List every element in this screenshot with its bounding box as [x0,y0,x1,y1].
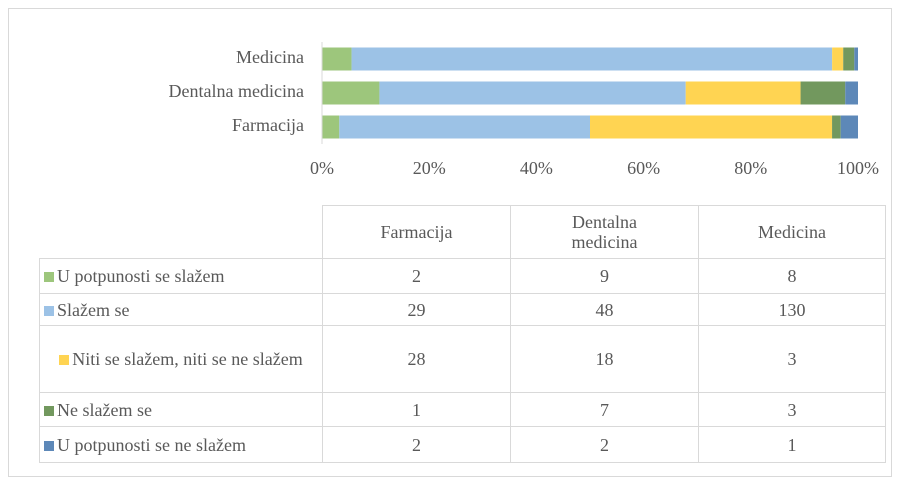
value-cell: 2 [322,258,511,294]
bar-segment [843,47,855,71]
legend-label: Slažem se [57,299,130,320]
bar-segment [832,115,841,139]
bar-segment [832,47,844,71]
series-row: Niti se slažem, niti se ne slažem 28 18 3 [39,325,886,393]
bar-segment [800,81,846,105]
data-table: Farmacija Dentalna medicina Medicina U potp… [39,205,886,463]
legend-label: U potpunosti se slažem [57,266,225,286]
legend-label: U potpunosti se ne slažem [57,434,246,455]
bar-segment [322,115,340,139]
value-cell: 2 [510,426,699,463]
bar-segment [845,81,858,105]
blank-cell [39,205,323,259]
category-label: Dentalna medicina [169,81,304,101]
bar-segment [379,81,686,105]
series-row: U potpunosti se slažem 2 9 8 [39,258,886,294]
value-cell: 1 [698,426,886,463]
legend-cell: U potpunosti se slažem [39,258,323,294]
bar-segment [685,81,801,105]
header-row: Farmacija Dentalna medicina Medicina [39,205,886,259]
value-cell: 3 [698,325,886,393]
x-tick-label: 20% [413,158,446,178]
legend-swatch [44,405,54,416]
x-tick-label: 0% [310,158,334,178]
category-label: Farmacija [232,115,304,135]
x-tick-label: 100% [837,158,879,178]
value-cell: 8 [698,258,886,294]
bar-segment [322,81,380,105]
value-cell: 28 [322,325,511,393]
legend-cell: Ne slažem se [39,392,323,427]
column-header: Dentalna medicina [510,205,699,259]
value-cell: 9 [510,258,699,294]
legend-swatch [44,440,54,451]
legend-cell: Slažem se [39,293,323,326]
value-cell: 3 [698,392,886,427]
column-header: Medicina [698,205,886,259]
column-header: Farmacija [322,205,511,259]
value-cell: 2 [322,426,511,463]
legend-label: Niti se slažem, niti se ne slažem [72,349,303,369]
value-cell: 130 [698,293,886,326]
series-row: Ne slažem se 1 7 3 [39,392,886,427]
bar-segment [351,47,833,71]
category-label: Medicina [236,47,304,67]
bar-segment [590,115,833,139]
series-row: Slažem se 29 48 130 [39,293,886,326]
bar-segment [854,47,858,71]
legend-swatch [44,305,54,316]
legend-swatch [59,355,70,365]
x-tick-label: 60% [627,158,660,178]
chart-frame [8,8,892,477]
value-cell: 1 [322,392,511,427]
legend-swatch [44,272,54,282]
legend-cell: U potpunosti se ne slažem [39,426,323,463]
value-cell: 18 [510,325,699,393]
bar-segment [840,115,858,139]
x-tick-label: 40% [520,158,553,178]
legend-label: Ne slažem se [57,399,152,420]
series-row: U potpunosti se ne slažem 2 2 1 [39,426,886,463]
legend-cell: Niti se slažem, niti se ne slažem [39,325,323,393]
x-tick-label: 80% [734,158,767,178]
value-cell: 48 [510,293,699,326]
value-cell: 29 [322,293,511,326]
value-cell: 7 [510,392,699,427]
bar-segment [322,47,352,71]
chart: Farmacija Dentalna medicina Medicina 0% 20% 4… [169,42,879,178]
bar-segment [339,115,590,139]
